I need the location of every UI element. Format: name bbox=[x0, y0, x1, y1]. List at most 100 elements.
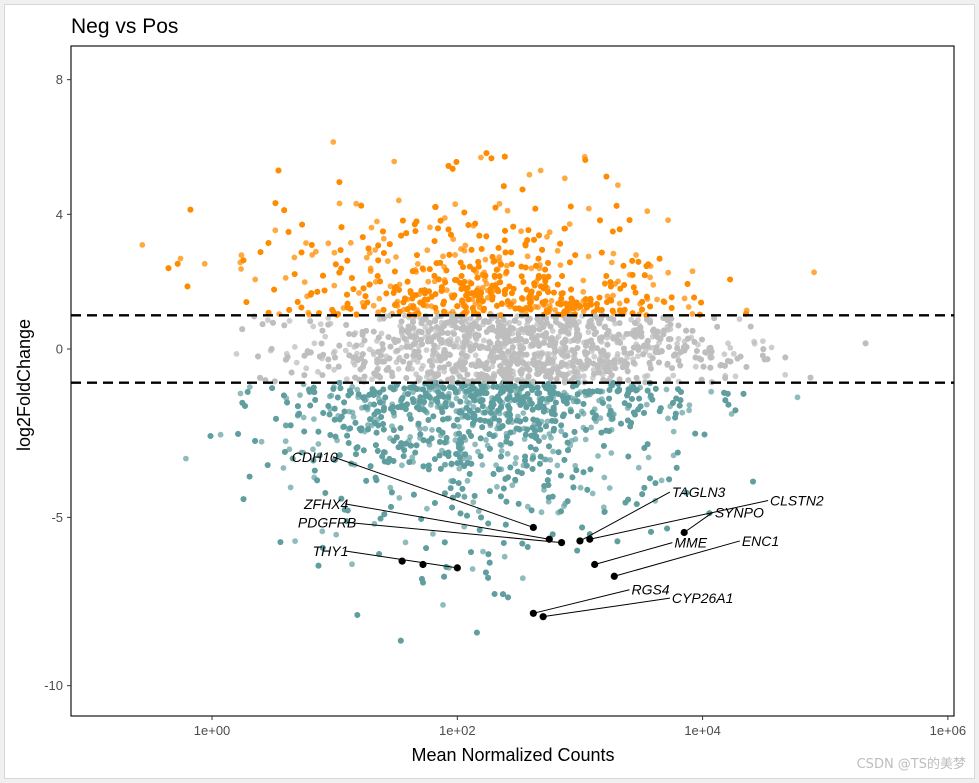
scatter-point bbox=[544, 418, 551, 425]
scatter-point bbox=[681, 295, 688, 302]
scatter-point bbox=[450, 236, 457, 243]
scatter-point bbox=[504, 450, 511, 457]
scatter-point bbox=[616, 300, 623, 307]
scatter-point bbox=[546, 229, 553, 236]
scatter-point bbox=[311, 340, 318, 347]
scatter-point bbox=[498, 448, 505, 454]
scatter-point bbox=[620, 334, 627, 341]
scatter-point bbox=[349, 409, 356, 416]
scatter-point bbox=[333, 531, 340, 538]
scatter-point bbox=[441, 368, 448, 375]
scatter-point bbox=[427, 224, 433, 231]
scatter-point bbox=[728, 411, 735, 417]
scatter-point bbox=[546, 431, 553, 437]
scatter-point bbox=[407, 411, 413, 418]
scatter-point bbox=[537, 167, 544, 174]
scatter-point bbox=[325, 240, 332, 247]
scatter-point bbox=[272, 227, 279, 234]
scatter-point bbox=[282, 275, 289, 281]
scatter-point bbox=[549, 328, 556, 334]
scatter-point bbox=[425, 278, 432, 285]
scatter-point bbox=[503, 262, 510, 269]
scatter-point bbox=[292, 538, 298, 544]
scatter-point bbox=[455, 344, 462, 350]
scatter-point bbox=[456, 465, 463, 472]
scatter-point bbox=[526, 171, 533, 178]
scatter-point bbox=[413, 371, 420, 378]
scatter-point bbox=[303, 365, 310, 372]
scatter-point bbox=[760, 338, 766, 344]
scatter-point bbox=[139, 242, 146, 248]
scatter-point bbox=[670, 428, 677, 435]
scatter-point bbox=[452, 252, 458, 258]
scatter-point bbox=[409, 454, 416, 461]
scatter-point bbox=[512, 460, 519, 467]
scatter-point bbox=[370, 351, 377, 358]
scatter-point bbox=[414, 358, 421, 365]
scatter-point bbox=[378, 330, 385, 337]
scatter-point bbox=[665, 415, 671, 422]
scatter-point bbox=[768, 344, 775, 351]
scatter-point bbox=[550, 448, 556, 455]
scatter-point bbox=[369, 376, 375, 383]
scatter-point bbox=[424, 505, 430, 512]
scatter-point bbox=[545, 498, 552, 505]
scatter-point bbox=[538, 509, 545, 516]
scatter-point bbox=[371, 520, 378, 527]
scatter-point bbox=[561, 175, 568, 182]
scatter-point bbox=[692, 363, 699, 370]
scatter-point bbox=[330, 139, 337, 145]
scatter-point bbox=[647, 274, 653, 281]
scatter-point bbox=[577, 484, 584, 491]
scatter-point bbox=[258, 438, 265, 445]
scatter-point bbox=[286, 318, 293, 324]
scatter-point bbox=[496, 200, 503, 207]
scatter-point bbox=[305, 309, 312, 316]
scatter-point bbox=[246, 384, 253, 390]
scatter-point bbox=[322, 333, 329, 340]
scatter-point bbox=[315, 368, 321, 375]
scatter-point bbox=[540, 273, 547, 280]
scatter-point bbox=[387, 484, 394, 491]
scatter-point bbox=[513, 455, 519, 461]
scatter-point bbox=[319, 528, 326, 535]
scatter-point bbox=[566, 221, 573, 228]
scatter-point bbox=[422, 425, 429, 432]
scatter-point bbox=[297, 392, 303, 398]
scatter-point bbox=[650, 281, 657, 288]
scatter-point bbox=[654, 296, 660, 303]
scatter-point bbox=[441, 215, 448, 221]
scatter-point bbox=[315, 441, 322, 447]
scatter-point bbox=[449, 308, 456, 315]
scatter-point bbox=[350, 414, 357, 420]
scatter-point bbox=[727, 345, 734, 351]
scatter-point bbox=[643, 401, 650, 408]
scatter-point bbox=[310, 446, 316, 453]
scatter-point bbox=[407, 434, 414, 440]
scatter-point bbox=[311, 416, 317, 422]
scatter-point bbox=[558, 428, 565, 435]
scatter-point bbox=[610, 292, 616, 299]
scatter-point bbox=[469, 566, 476, 572]
scatter-point bbox=[708, 388, 715, 395]
scatter-point bbox=[479, 462, 486, 468]
scatter-point bbox=[624, 354, 631, 361]
scatter-point bbox=[811, 269, 817, 276]
scatter-point bbox=[644, 372, 651, 379]
scatter-point bbox=[721, 351, 728, 358]
scatter-point bbox=[443, 287, 450, 293]
scatter-point bbox=[391, 158, 398, 165]
scatter-point bbox=[282, 438, 289, 445]
scatter-point bbox=[440, 253, 446, 260]
scatter-point bbox=[177, 255, 184, 262]
scatter-point bbox=[430, 531, 436, 537]
scatter-point bbox=[597, 415, 604, 421]
scatter-point bbox=[331, 348, 338, 355]
scatter-point bbox=[595, 453, 601, 459]
scatter-point bbox=[353, 200, 360, 207]
scatter-point bbox=[252, 276, 259, 283]
scatter-point bbox=[442, 461, 449, 468]
scatter-point bbox=[291, 344, 298, 350]
scatter-point bbox=[608, 450, 615, 456]
